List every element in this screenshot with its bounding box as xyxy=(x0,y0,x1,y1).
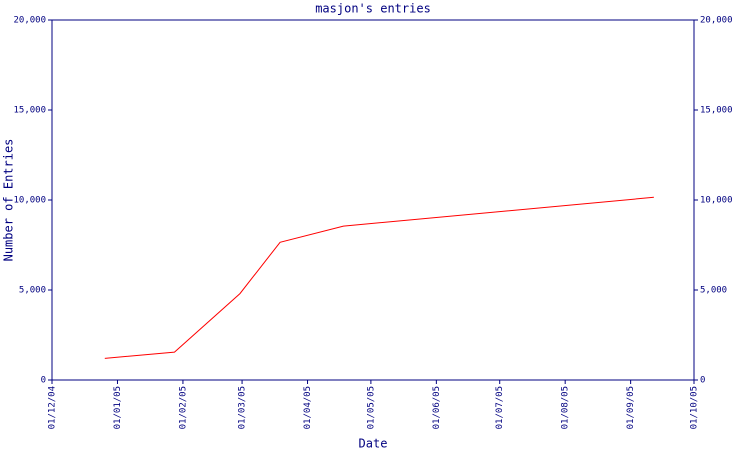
plot-frame xyxy=(51,19,695,381)
x-tick-label: 01/03/05 xyxy=(238,386,248,429)
x-tick-label: 01/05/05 xyxy=(366,386,376,429)
chart-title: masjon's entries xyxy=(315,2,431,16)
data-line xyxy=(104,196,654,359)
y-tick-label: 10,000 xyxy=(13,196,46,206)
x-tick-label: 01/02/05 xyxy=(178,386,188,429)
x-tick-label: 01/01/05 xyxy=(113,386,123,429)
x-tick-label: 01/10/05 xyxy=(690,386,700,429)
y-tick-label: 20,000 xyxy=(13,16,46,26)
y-tick-label: 0 xyxy=(41,376,46,386)
y2-tick-label: 5,000 xyxy=(700,286,727,296)
x-tick-label: 01/08/05 xyxy=(561,386,571,429)
y-axis-label: Number of Entries xyxy=(2,139,16,262)
x-tick-label: 01/12/04 xyxy=(48,386,58,429)
x-tick-label: 01/09/05 xyxy=(626,386,636,429)
x-tick-label: 01/04/05 xyxy=(303,386,313,429)
y2-tick-label: 15,000 xyxy=(700,106,733,116)
y-tick-label: 5,000 xyxy=(19,286,46,296)
y2-tick-label: 20,000 xyxy=(700,16,733,26)
y2-tick-label: 10,000 xyxy=(700,196,733,206)
x-tick-label: 01/06/05 xyxy=(432,386,442,429)
x-tick-label: 01/07/05 xyxy=(495,386,505,429)
y-tick-label: 15,000 xyxy=(13,106,46,116)
x-axis-label: Date xyxy=(359,437,388,451)
y2-tick-label: 0 xyxy=(700,376,705,386)
